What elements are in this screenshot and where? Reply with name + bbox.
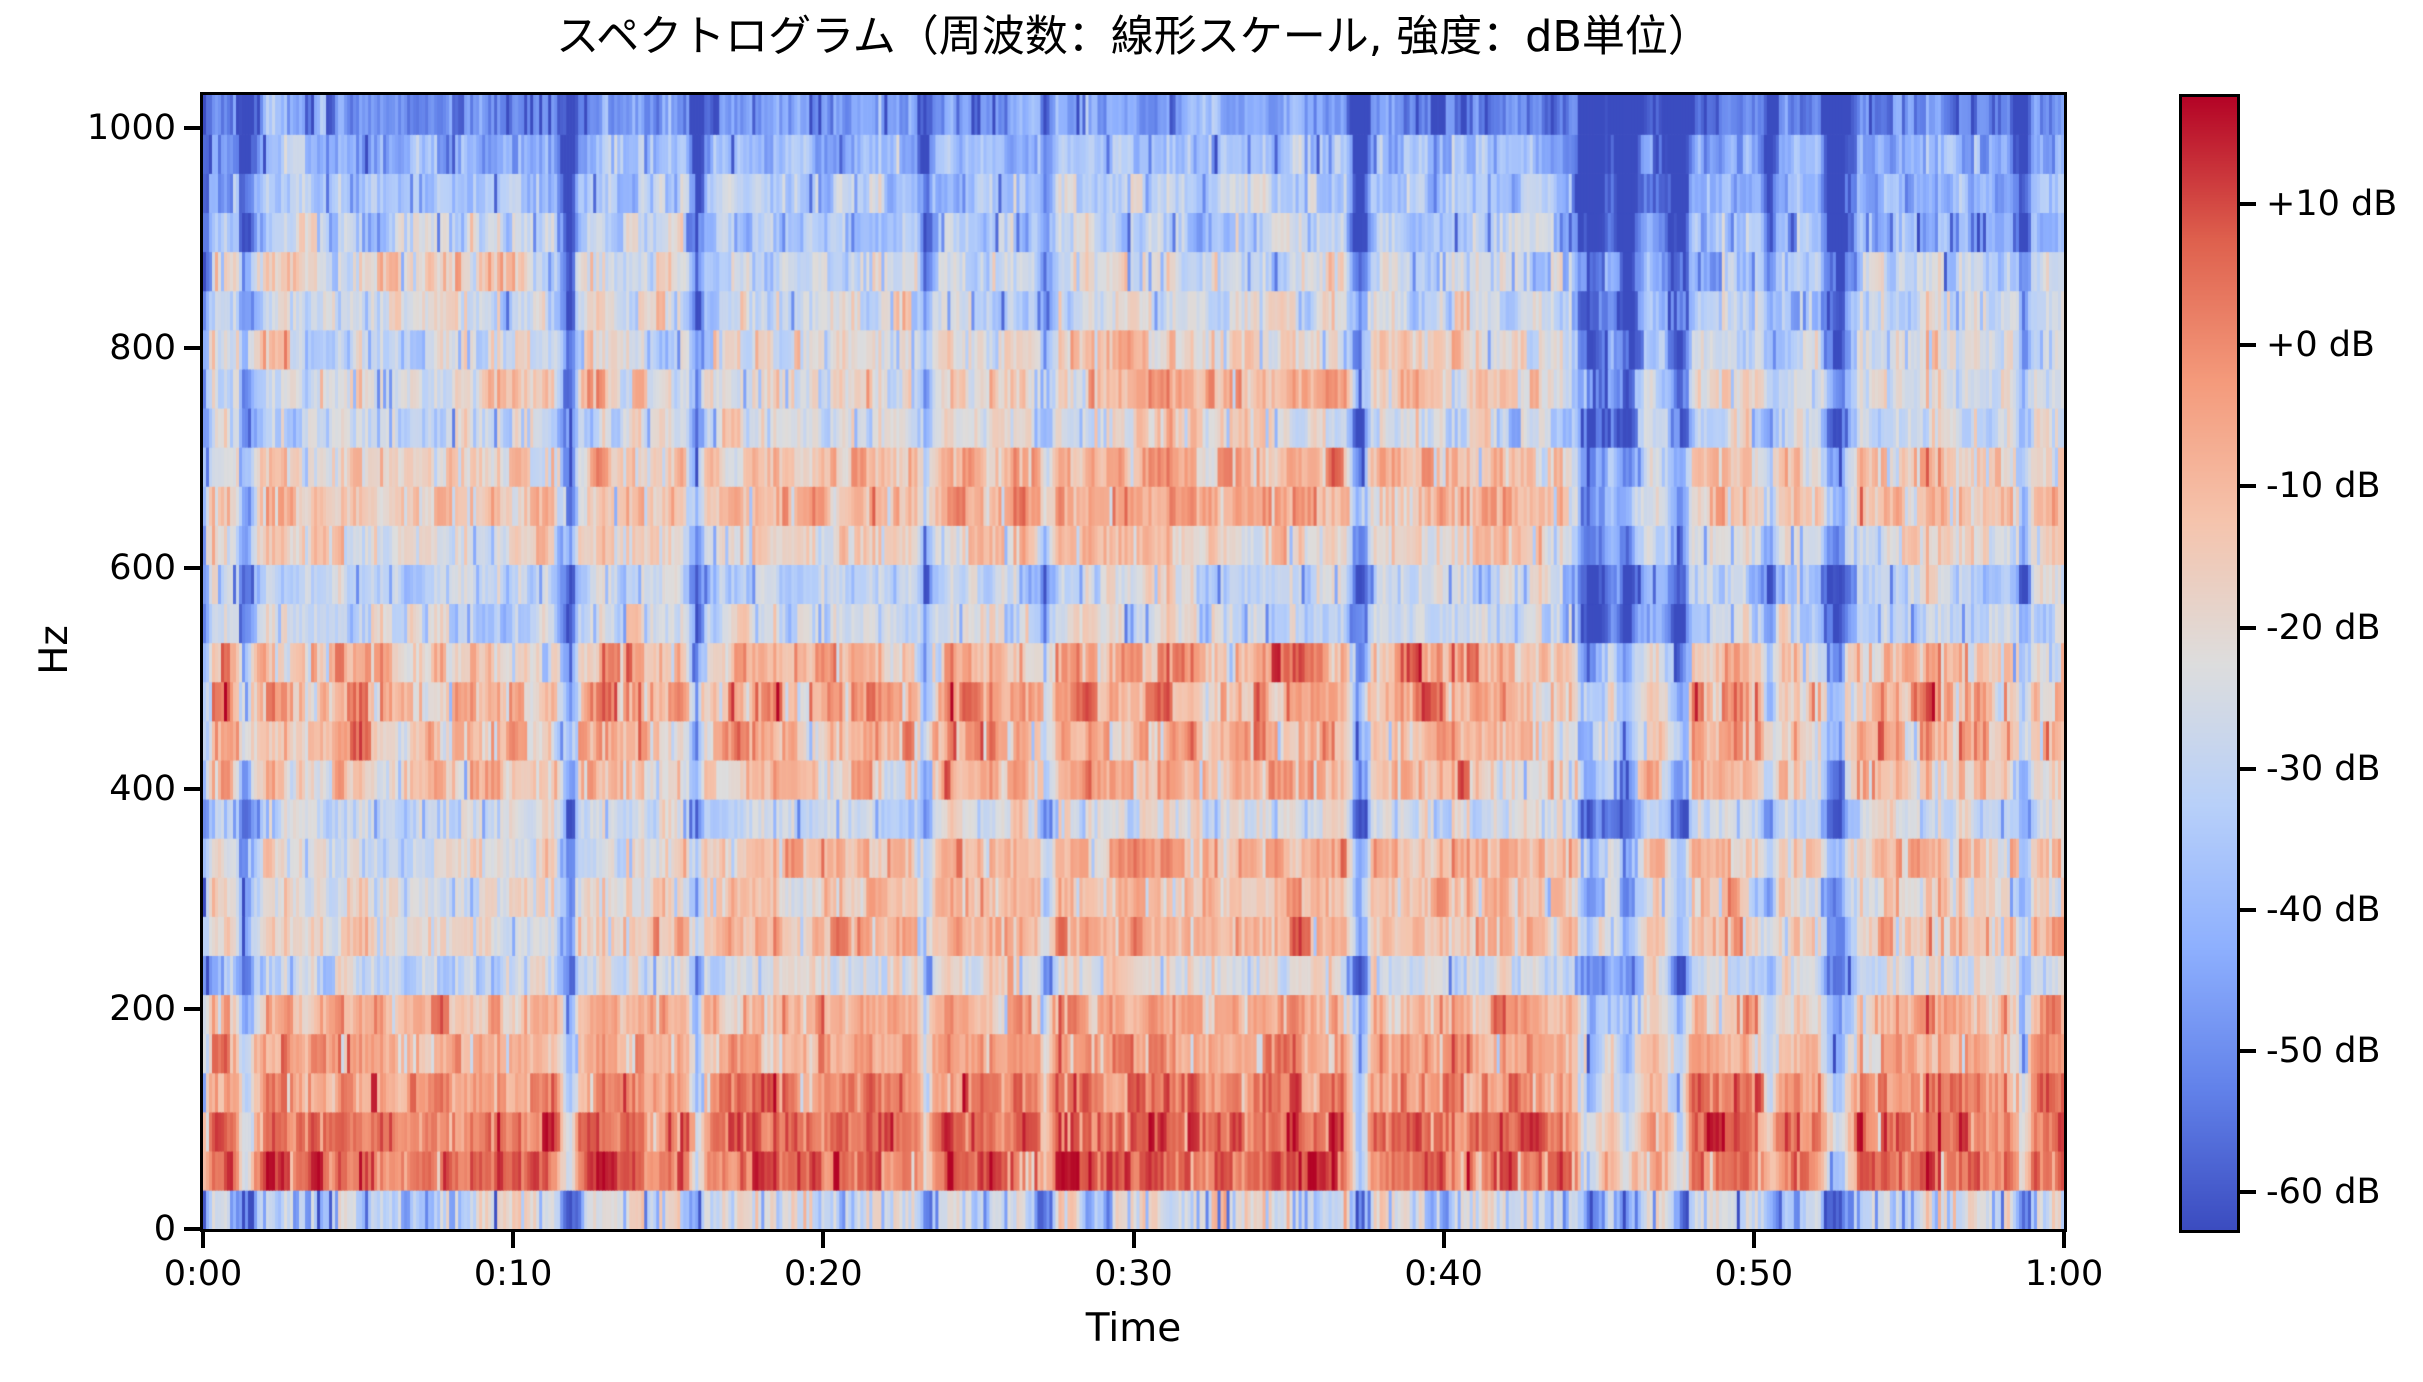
colorbar-tick-mark xyxy=(2240,1048,2256,1053)
colorbar-gradient-canvas xyxy=(2182,97,2237,1230)
x-tick-mark xyxy=(511,1232,516,1248)
colorbar-tick-label: -10 dB xyxy=(2266,466,2381,507)
colorbar-tick-mark xyxy=(2240,484,2256,489)
x-tick-label: 0:30 xyxy=(1094,1254,1173,1294)
colorbar-tick-label: +10 dB xyxy=(2266,184,2398,225)
colorbar-tick-mark xyxy=(2240,907,2256,912)
y-tick-label: 200 xyxy=(109,988,176,1029)
x-tick-mark xyxy=(821,1232,826,1248)
x-tick-label: 0:10 xyxy=(473,1254,553,1294)
y-tick-label: 800 xyxy=(109,328,176,369)
x-tick-mark xyxy=(1751,1232,1756,1248)
y-tick-mark xyxy=(184,1006,200,1011)
x-tick-mark xyxy=(1441,1232,1446,1248)
x-tick-mark xyxy=(1131,1232,1136,1248)
y-tick-mark xyxy=(184,126,200,131)
plot-area xyxy=(200,92,2067,1232)
y-tick-label: 400 xyxy=(109,768,176,809)
x-tick-label: 0:40 xyxy=(1404,1254,1483,1294)
colorbar-tick-label: -60 dB xyxy=(2266,1171,2381,1212)
colorbar xyxy=(2179,94,2240,1233)
colorbar-tick-label: +0 dB xyxy=(2266,325,2375,366)
y-tick-label: 1000 xyxy=(86,108,176,149)
x-tick-label: 0:50 xyxy=(1714,1254,1794,1294)
chart-title: スペクトログラム（周波数：線形スケール, 強度：dB単位） xyxy=(556,12,1711,62)
y-tick-mark xyxy=(184,346,200,351)
x-tick-mark xyxy=(201,1232,205,1248)
x-tick-label: 0:00 xyxy=(163,1254,243,1294)
y-tick-mark xyxy=(184,1227,200,1231)
x-tick-label: 0:20 xyxy=(784,1254,863,1294)
x-axis-label: Time xyxy=(1085,1305,1182,1351)
colorbar-tick-mark xyxy=(2240,1189,2256,1194)
x-tick-label: 1:00 xyxy=(2024,1254,2104,1294)
colorbar-tick-mark xyxy=(2240,343,2256,348)
y-tick-label: 600 xyxy=(109,548,176,589)
x-tick-mark xyxy=(2062,1232,2066,1248)
y-axis-label: Hz xyxy=(31,625,77,675)
colorbar-tick-mark xyxy=(2240,625,2256,630)
colorbar-tick-label: -40 dB xyxy=(2266,889,2381,930)
colorbar-tick-mark xyxy=(2240,202,2256,207)
y-tick-mark xyxy=(184,566,200,571)
y-tick-label: 0 xyxy=(153,1209,176,1249)
y-tick-mark xyxy=(184,786,200,791)
colorbar-tick-mark xyxy=(2240,766,2256,771)
colorbar-tick-label: -20 dB xyxy=(2266,607,2381,648)
colorbar-tick-label: -30 dB xyxy=(2266,748,2381,789)
colorbar-tick-label: -50 dB xyxy=(2266,1030,2381,1071)
spectrogram-heatmap-canvas xyxy=(203,95,2064,1229)
